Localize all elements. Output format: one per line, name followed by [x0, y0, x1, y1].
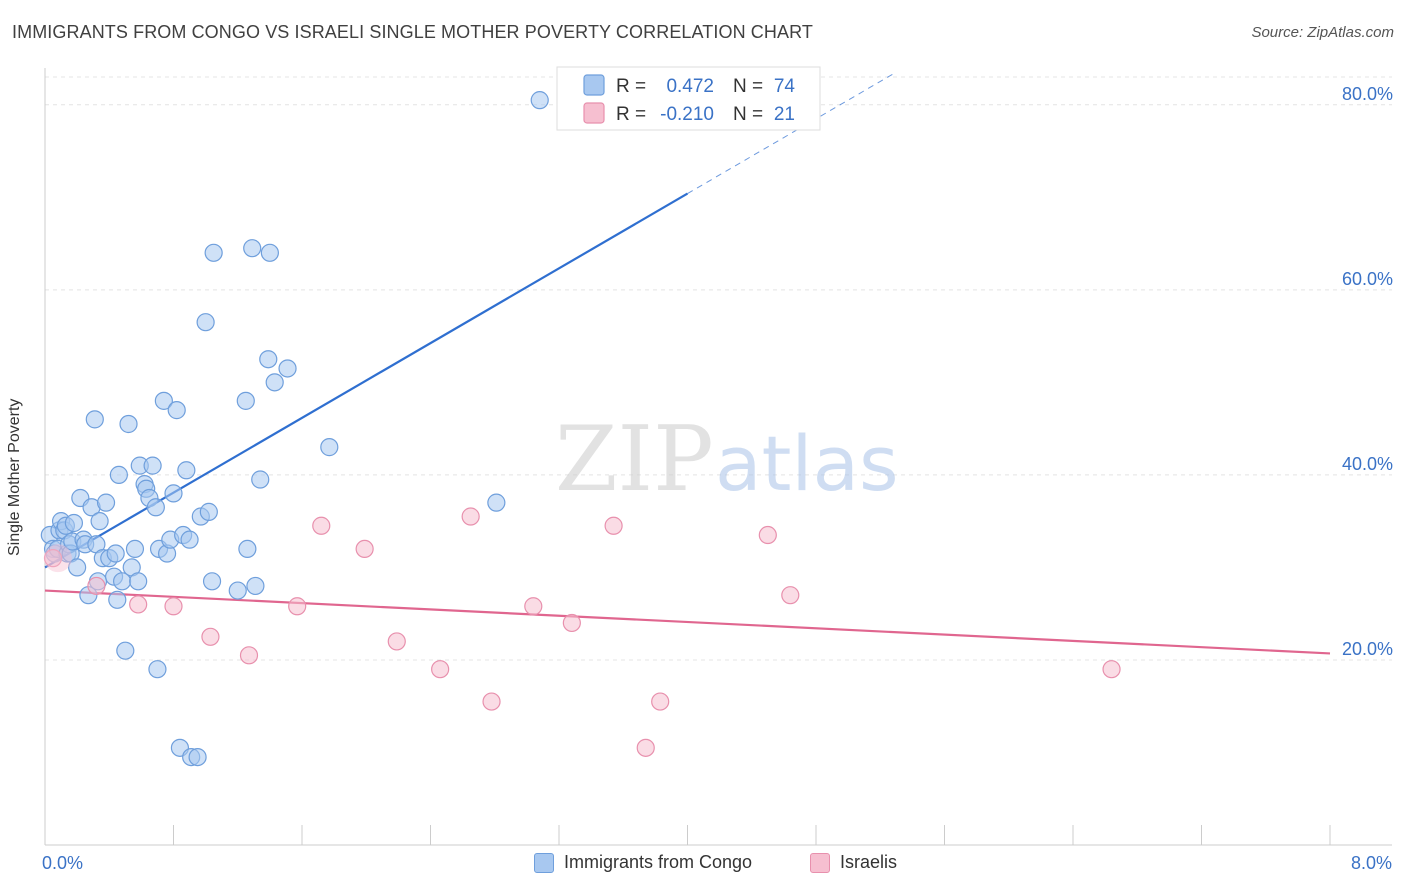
point-israelis — [562, 613, 581, 633]
stats-r-value: -0.210 — [660, 104, 714, 125]
point-congo — [68, 558, 87, 577]
point-israelis — [524, 597, 543, 616]
point-congo — [180, 530, 199, 549]
point-israelis — [288, 597, 307, 616]
axes — [44, 68, 1392, 846]
data-points — [40, 91, 1121, 767]
point-congo — [278, 359, 297, 378]
source-label: Source: ZipAtlas.com — [1251, 24, 1394, 41]
point-congo — [236, 391, 255, 410]
point-congo — [96, 493, 116, 512]
tick-labels: 20.0% 40.0% 60.0% 80.0% 0.0% 8.0% — [42, 84, 1393, 873]
trendlines — [44, 71, 1331, 655]
point-congo — [148, 660, 167, 679]
trendline-congo-extension — [687, 71, 897, 195]
chart-title: IMMIGRANTS FROM CONGO VS ISRAELI SINGLE … — [12, 22, 813, 42]
point-israelis — [461, 507, 480, 526]
point-congo — [129, 572, 148, 591]
point-congo — [177, 461, 196, 480]
legend-item-congo[interactable]: Immigrants from Congo — [534, 852, 752, 873]
legend-swatch-congo — [534, 852, 554, 873]
point-congo — [188, 747, 207, 767]
point-congo — [530, 91, 549, 110]
point-israelis — [636, 738, 655, 757]
point-israelis — [651, 692, 670, 711]
stats-r-label: R = — [616, 76, 646, 97]
stats-n-value: 74 — [774, 76, 796, 97]
point-israelis — [781, 586, 800, 605]
point-congo — [202, 572, 222, 591]
point-congo — [487, 493, 506, 512]
point-congo — [64, 513, 84, 533]
stats-swatch — [583, 74, 605, 96]
y-tick-label: 80.0% — [1342, 84, 1393, 104]
point-congo — [320, 438, 339, 457]
point-congo — [204, 243, 223, 262]
point-congo — [125, 539, 145, 559]
point-congo — [164, 484, 183, 503]
point-congo — [106, 544, 125, 563]
watermark-atlas: atlas — [715, 419, 899, 508]
point-congo — [109, 465, 128, 484]
point-congo — [85, 410, 104, 429]
stats-legend: R = 0.472 N = 74 R = -0.210 N = 21 — [556, 66, 821, 131]
point-israelis — [604, 516, 623, 535]
legend-label-congo: Immigrants from Congo — [564, 852, 753, 872]
y-tick-label: 20.0% — [1342, 639, 1393, 659]
point-congo — [199, 502, 218, 521]
point-israelis — [387, 632, 406, 651]
point-congo — [119, 414, 138, 434]
stats-r-value: 0.472 — [666, 76, 714, 97]
point-israelis — [87, 576, 106, 596]
point-israelis — [43, 549, 63, 568]
point-congo — [259, 350, 278, 369]
point-congo — [260, 243, 279, 262]
series-legend: Immigrants from Congo Israelis — [0, 850, 1406, 878]
point-congo — [90, 512, 109, 531]
point-israelis — [355, 539, 374, 559]
point-congo — [265, 373, 284, 392]
point-israelis — [1102, 660, 1121, 679]
point-israelis — [312, 516, 331, 535]
stats-n-label: N = — [733, 104, 763, 125]
point-congo — [228, 581, 247, 600]
point-congo — [238, 539, 257, 559]
point-congo — [146, 498, 165, 517]
point-congo — [167, 401, 186, 420]
stats-n-value: 21 — [774, 104, 795, 125]
stats-n-label: N = — [733, 76, 763, 97]
point-congo — [243, 239, 262, 258]
point-congo — [246, 576, 265, 596]
watermark: ZIP atlas — [555, 407, 899, 512]
point-congo — [251, 470, 270, 489]
legend-swatch-israelis — [810, 852, 830, 873]
point-congo — [116, 641, 135, 660]
point-israelis — [758, 525, 777, 545]
point-israelis — [164, 597, 183, 616]
point-israelis — [201, 627, 220, 646]
point-congo — [108, 590, 127, 609]
point-congo — [154, 391, 173, 410]
trendline-israelis — [44, 589, 1331, 655]
point-congo — [196, 313, 215, 332]
point-congo — [143, 456, 162, 475]
point-israelis — [239, 646, 259, 665]
grid-lines — [45, 76, 1392, 661]
x-tick-label: 0.0% — [42, 853, 83, 873]
y-tick-label: 40.0% — [1342, 454, 1393, 474]
stats-r-label: R = — [616, 104, 646, 125]
x-tick-label: 8.0% — [1351, 853, 1392, 873]
point-israelis — [129, 595, 148, 614]
stats-swatch — [583, 102, 605, 124]
watermark-zip: ZIP — [555, 407, 714, 512]
point-israelis — [482, 692, 501, 711]
y-tick-label: 60.0% — [1342, 269, 1393, 289]
legend-item-israelis[interactable]: Israelis — [810, 852, 897, 873]
point-israelis-cluster — [43, 544, 72, 573]
point-israelis — [431, 660, 450, 679]
legend-label-israelis: Israelis — [840, 852, 898, 872]
